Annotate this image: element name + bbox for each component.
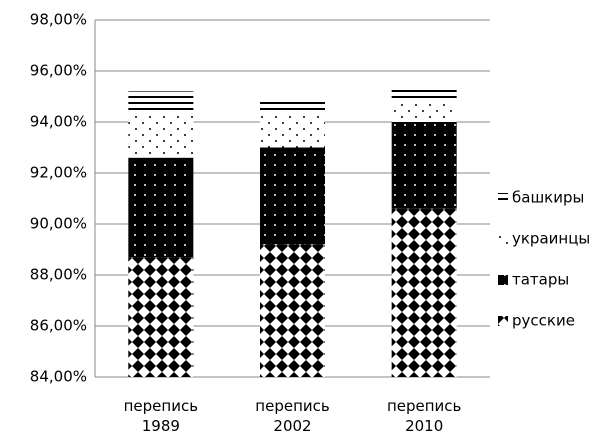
legend-label: башкиры <box>512 189 584 207</box>
x-tick-label: перепись 1989 <box>123 397 199 435</box>
legend-label: украинцы <box>512 230 590 248</box>
legend-swatch <box>498 316 508 326</box>
bar-segment <box>260 99 325 112</box>
legend-swatch <box>498 275 508 285</box>
y-tick-label: 98,00% <box>30 11 87 29</box>
bar-segment <box>391 122 457 209</box>
y-tick-label: 88,00% <box>30 266 87 284</box>
y-tick-label: 94,00% <box>30 113 87 131</box>
bar-segment <box>391 101 457 122</box>
bar-segment <box>260 244 325 377</box>
bar-segment <box>260 111 325 148</box>
y-tick-label: 92,00% <box>30 164 87 182</box>
bar-segment <box>391 208 457 377</box>
bar-segment <box>391 86 457 102</box>
legend-label: татары <box>512 271 569 289</box>
legend-label: русские <box>512 312 575 330</box>
y-tick-label: 84,00% <box>30 368 87 386</box>
x-tick-label: перепись 2002 <box>255 397 330 435</box>
legend-swatch <box>498 234 508 244</box>
bar-segment <box>128 91 194 112</box>
bar-segment <box>128 157 194 258</box>
y-tick-label: 96,00% <box>30 62 87 80</box>
bar-segment <box>128 257 194 377</box>
bar-segment <box>260 147 325 245</box>
legend-swatch <box>498 193 508 203</box>
y-tick-label: 90,00% <box>30 215 87 233</box>
x-tick-label: перепись 2010 <box>386 397 462 435</box>
bar-segment <box>128 111 194 158</box>
y-tick-label: 86,00% <box>30 317 87 335</box>
